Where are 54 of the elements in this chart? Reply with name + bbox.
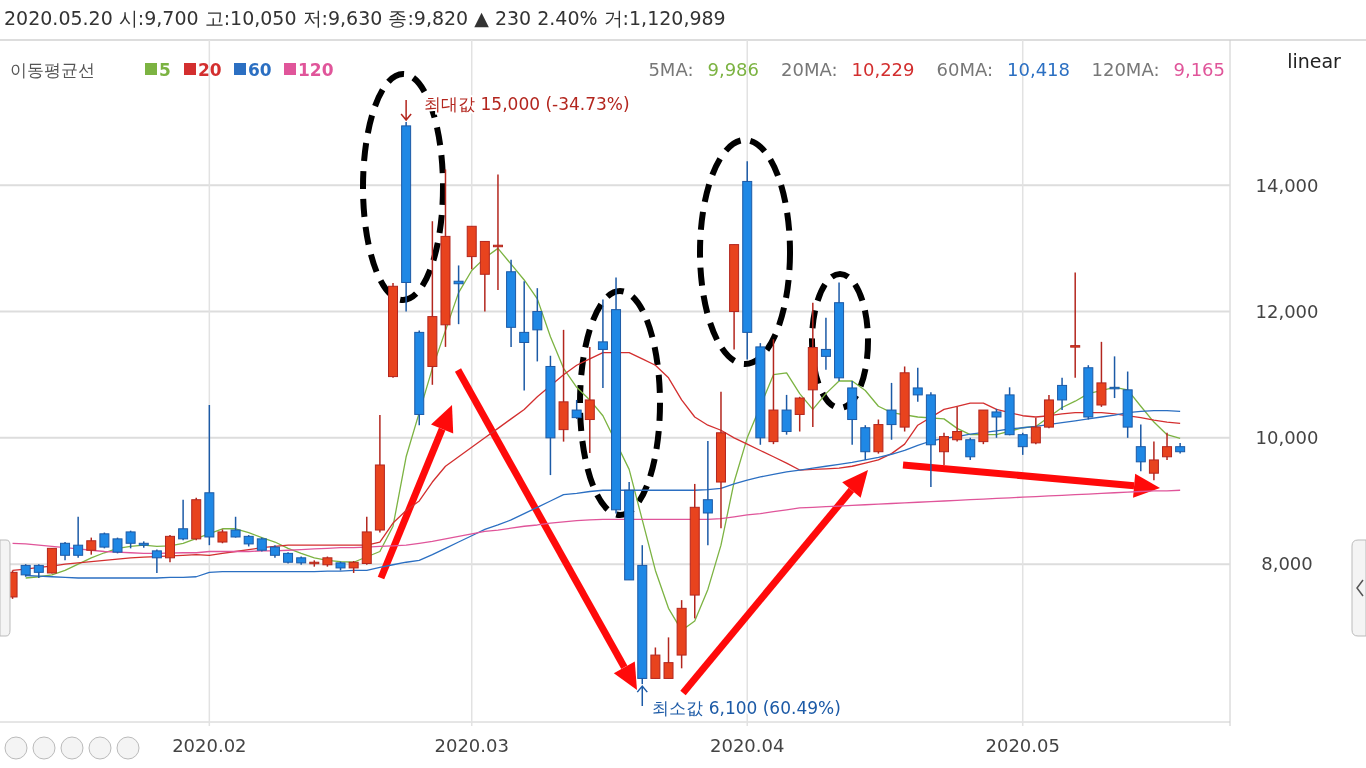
x-tick-label: 2020.02 (172, 735, 247, 756)
candlestick (60, 541, 71, 562)
candlestick (532, 287, 543, 363)
text: linear (1287, 50, 1342, 72)
candlestick (1030, 416, 1041, 445)
y-tick-label: 14,000 (1255, 174, 1319, 196)
candlestick (991, 408, 1002, 439)
x-tick-label: 2020.04 (710, 735, 785, 756)
candlestick (860, 424, 871, 461)
candlestick (453, 264, 464, 325)
candlestick (794, 396, 805, 433)
candlestick (584, 346, 595, 454)
annotation: 20MA: 10,229 (781, 59, 915, 80)
candlestick (1109, 355, 1120, 399)
y-tick-label: 10,000 (1255, 427, 1319, 449)
chart-title: 2020.05.20 시:9,700 고:10,050 저:9,630 종:9,820 ▲ 230 2.40% 거:1,120,989 (4, 7, 726, 29)
candlestick (1148, 440, 1159, 481)
candlestick (939, 432, 950, 466)
candlestick (230, 516, 241, 539)
legend-label: 5 (159, 60, 171, 80)
candlestick (1096, 341, 1107, 408)
annotation: 최소값 6,100 (60.49%) (652, 698, 841, 719)
candlestick (820, 317, 831, 371)
candlestick (781, 394, 792, 436)
x-tick-label: 2020.03 (434, 735, 509, 756)
y-tick-label: 12,000 (1255, 300, 1319, 322)
candlestick (952, 406, 963, 443)
candlestick (571, 399, 582, 420)
annotation: 5MA: 9,986 (648, 59, 759, 80)
candlestick (702, 440, 713, 546)
candlestick (1017, 432, 1028, 456)
annotation: 120MA: 9,165 (1091, 59, 1225, 80)
candlestick (1135, 423, 1146, 473)
candlestick (178, 498, 189, 541)
candlestick (164, 534, 175, 563)
candlestick (886, 382, 897, 441)
candlestick (1070, 271, 1081, 379)
candlestick (1162, 432, 1173, 461)
candlestick (912, 366, 923, 403)
candlestick (597, 298, 608, 389)
legend-label: 120 (298, 60, 334, 80)
candlestick (1057, 377, 1068, 411)
candlestick (663, 636, 674, 680)
candlestick (650, 646, 661, 680)
y-tick-label: 8,000 (1261, 553, 1313, 575)
x-tick-label: 2020.05 (985, 735, 1060, 756)
legend-title: 이동평균선 (10, 60, 95, 80)
legend-label: 20 (198, 60, 222, 80)
legend-label: 60 (248, 60, 272, 80)
line-series (11, 351, 1181, 572)
annotation: 60MA: 10,418 (936, 59, 1070, 80)
candlestick (73, 516, 84, 559)
candlestick (965, 437, 976, 461)
candlestick (519, 280, 530, 392)
